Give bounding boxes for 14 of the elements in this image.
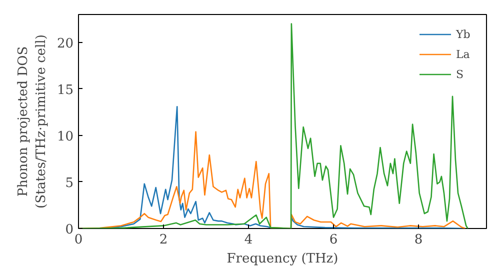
x-tick-label: 4 bbox=[244, 232, 253, 248]
y-tick-label: 15 bbox=[56, 82, 74, 98]
y-tick-label: 10 bbox=[56, 129, 74, 144]
legend-label: S bbox=[456, 68, 465, 80]
y-tick-label: 0 bbox=[65, 222, 74, 238]
x-tick-label: 2 bbox=[159, 232, 168, 248]
x-tick-label: 8 bbox=[414, 232, 423, 248]
y-tick-label: 5 bbox=[65, 176, 74, 191]
legend-label: La bbox=[456, 48, 471, 60]
x-tick-label: 6 bbox=[329, 232, 338, 248]
legend-label: Yb bbox=[456, 28, 472, 40]
y-tick-label: 20 bbox=[56, 36, 74, 52]
y-axis-title: Phonon projected DOS (States/THz·primitive cell) bbox=[16, 34, 49, 208]
x-axis-title: Frequency (THz) bbox=[226, 252, 338, 266]
